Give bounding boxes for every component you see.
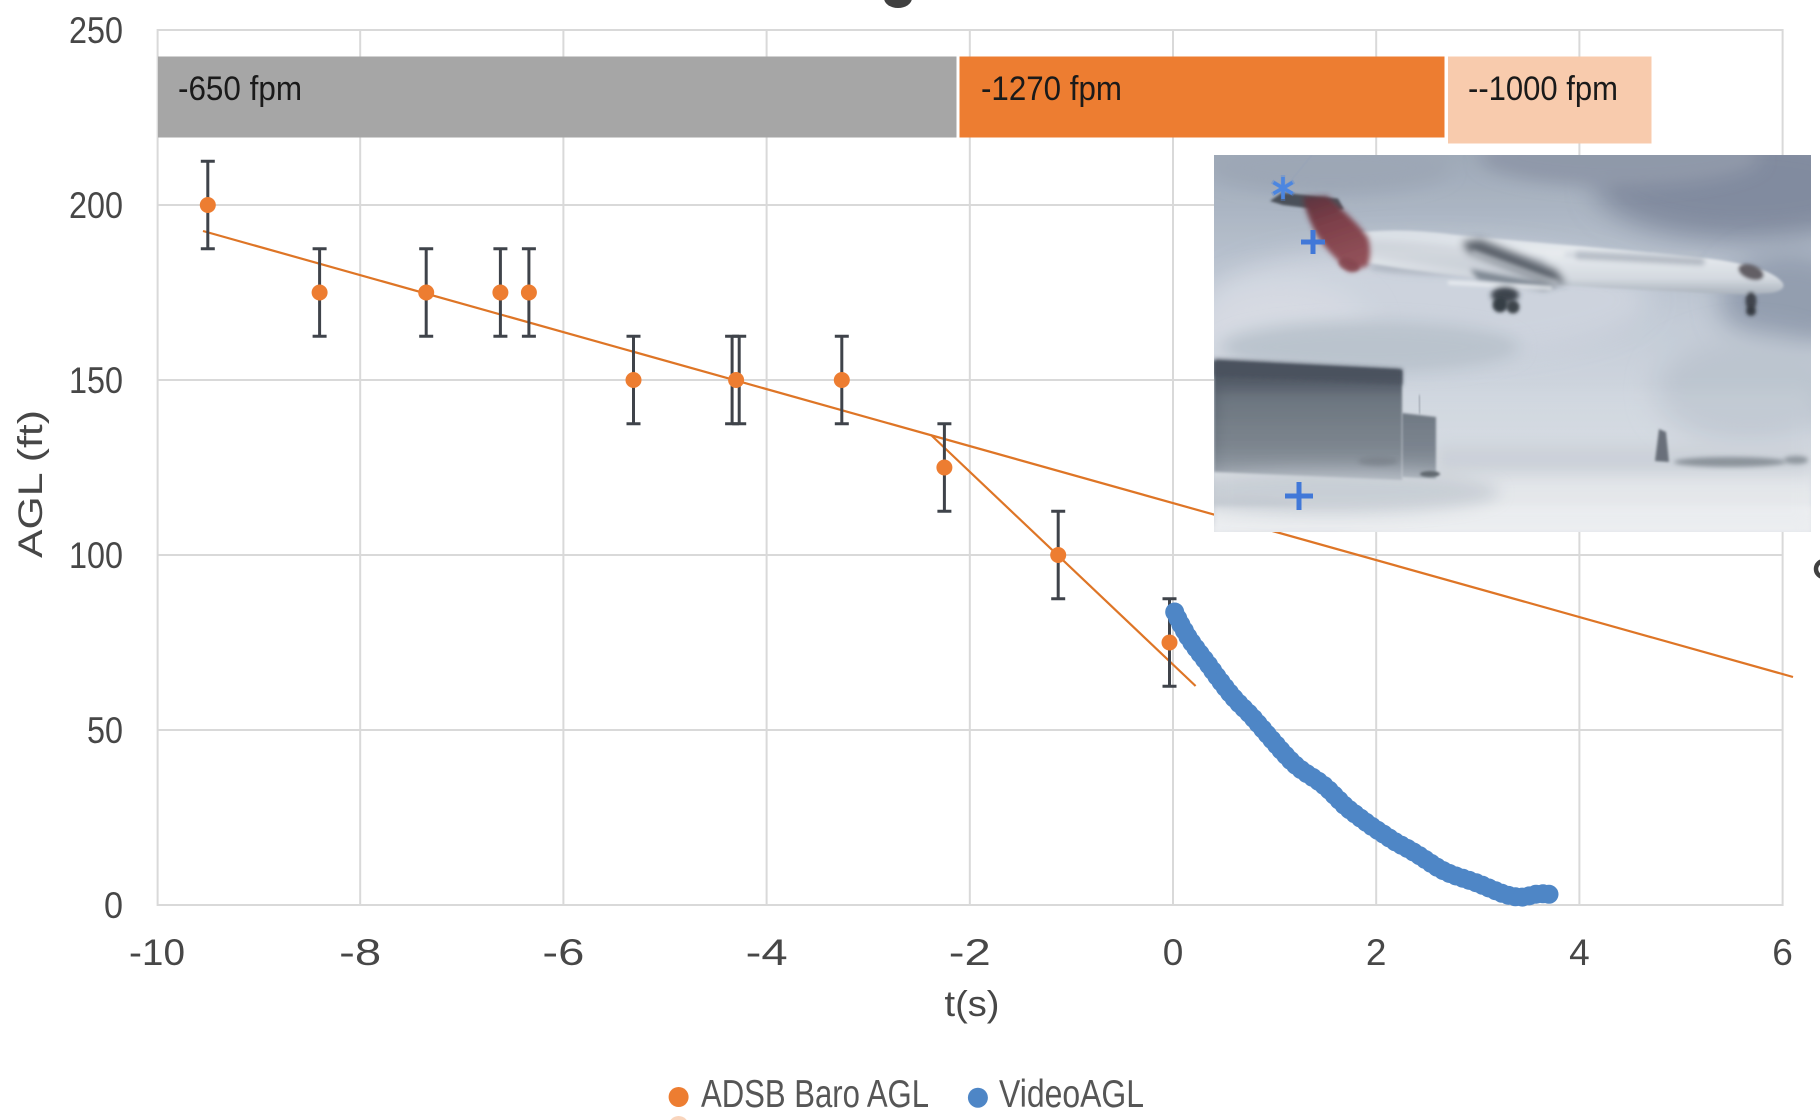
svg-text:AGL (ft): AGL (ft) xyxy=(12,410,50,558)
svg-text:VideoAGL: VideoAGL xyxy=(999,1073,1144,1116)
svg-text:6: 6 xyxy=(1772,932,1793,973)
svg-text:-6: -6 xyxy=(542,932,584,973)
svg-text:-1270 fpm: -1270 fpm xyxy=(981,70,1122,108)
svg-text:t(s): t(s) xyxy=(945,983,1000,1024)
svg-text:-4: -4 xyxy=(746,932,788,973)
svg-text:-650 fpm: -650 fpm xyxy=(178,70,302,108)
svg-text:--1000 fpm: --1000 fpm xyxy=(1468,70,1618,108)
svg-text:100: 100 xyxy=(69,535,123,576)
svg-text:ADSB Baro AGL: ADSB Baro AGL xyxy=(701,1073,929,1116)
svg-text:150: 150 xyxy=(69,360,123,401)
svg-text:0: 0 xyxy=(104,885,123,926)
svg-text:-8: -8 xyxy=(339,932,381,973)
svg-text:200: 200 xyxy=(69,185,123,226)
svg-text:250: 250 xyxy=(69,10,123,51)
svg-text:2: 2 xyxy=(1366,932,1387,973)
svg-text:50: 50 xyxy=(87,710,123,751)
svg-text:-10: -10 xyxy=(129,932,185,973)
svg-text:-2: -2 xyxy=(949,932,991,973)
svg-text:0: 0 xyxy=(1163,932,1184,973)
svg-text:4: 4 xyxy=(1569,932,1590,973)
